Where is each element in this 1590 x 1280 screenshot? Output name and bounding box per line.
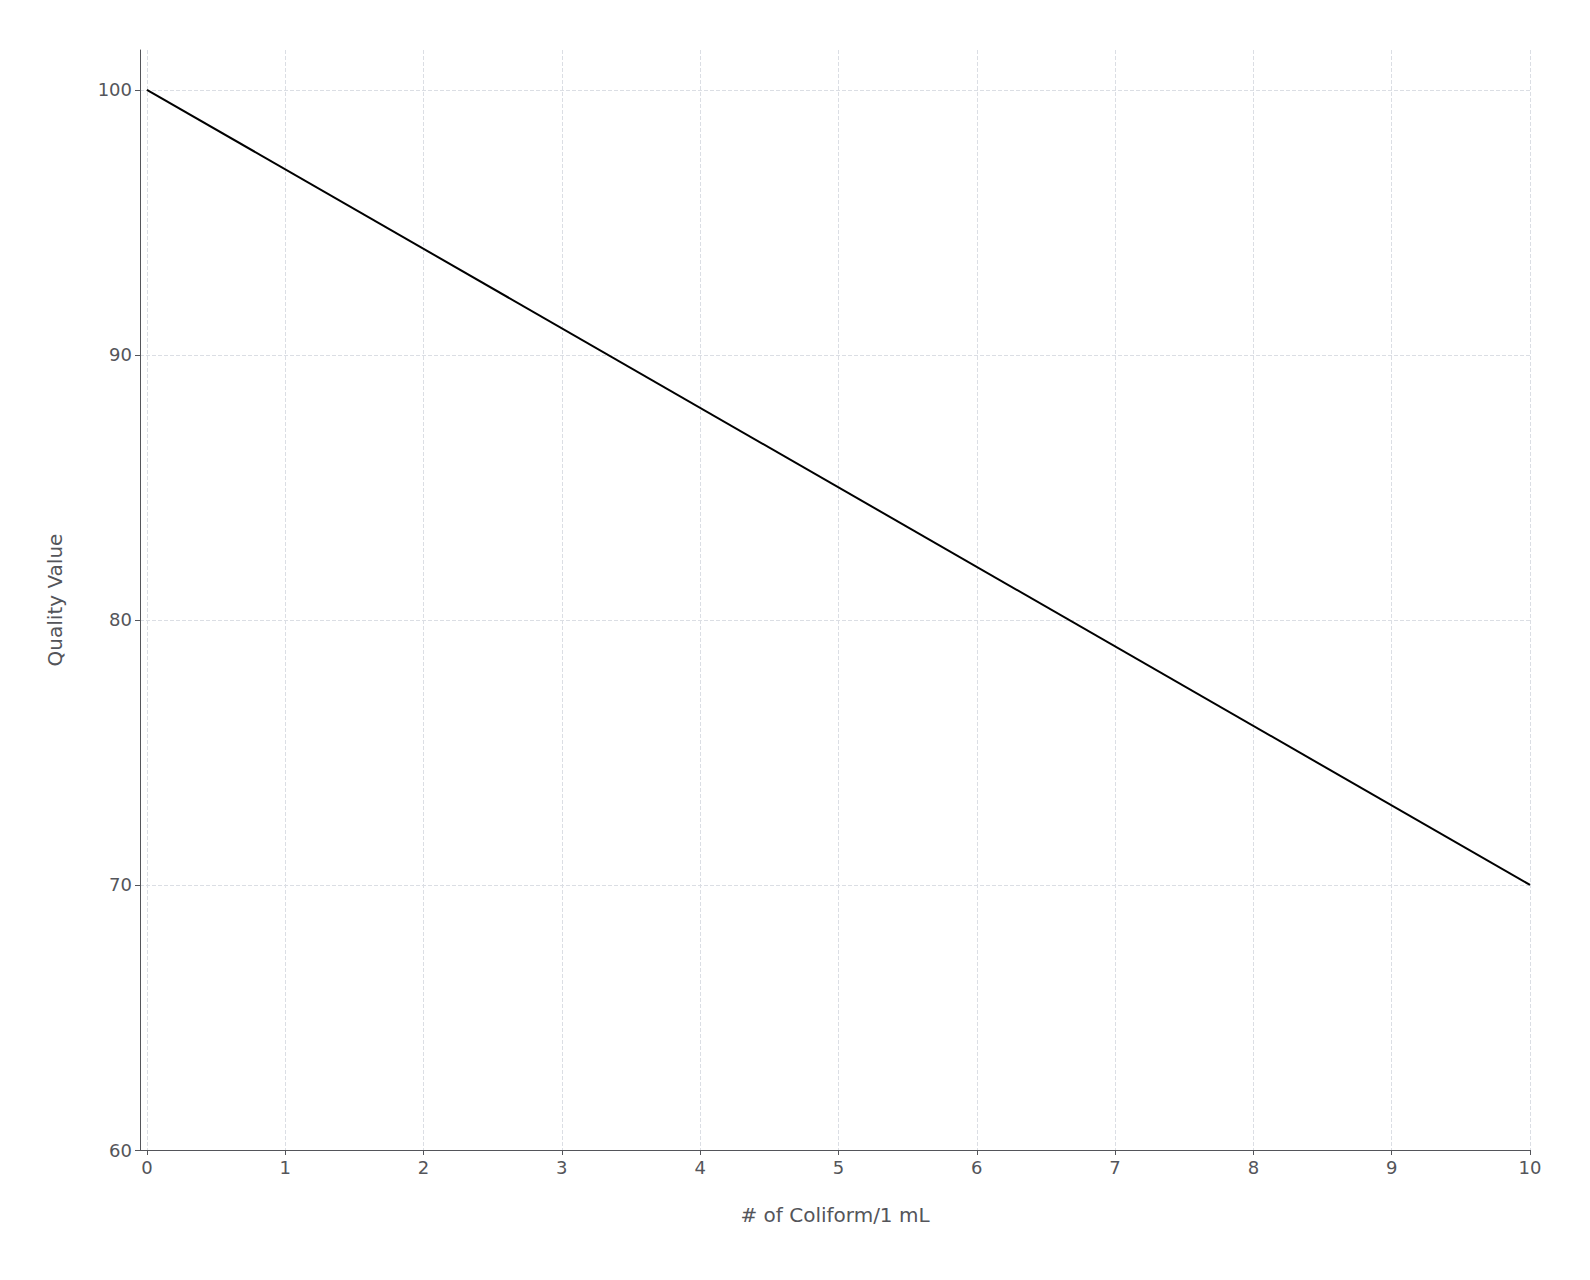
svg-text:7: 7 [1109, 1157, 1120, 1178]
svg-text:# of Coliform/1 mL: # of Coliform/1 mL [740, 1203, 930, 1227]
svg-text:1: 1 [279, 1157, 290, 1178]
svg-text:0: 0 [141, 1157, 152, 1178]
svg-text:8: 8 [1248, 1157, 1259, 1178]
svg-text:9: 9 [1386, 1157, 1397, 1178]
svg-text:3: 3 [556, 1157, 567, 1178]
svg-text:4: 4 [694, 1157, 705, 1178]
svg-text:80: 80 [109, 609, 132, 630]
svg-text:5: 5 [833, 1157, 844, 1178]
svg-text:2: 2 [418, 1157, 429, 1178]
svg-text:10: 10 [1519, 1157, 1542, 1178]
svg-text:6: 6 [971, 1157, 982, 1178]
svg-text:Quality Value: Quality Value [43, 534, 67, 667]
svg-text:90: 90 [109, 344, 132, 365]
svg-text:70: 70 [109, 874, 132, 895]
svg-text:60: 60 [109, 1140, 132, 1161]
svg-text:100: 100 [98, 79, 132, 100]
